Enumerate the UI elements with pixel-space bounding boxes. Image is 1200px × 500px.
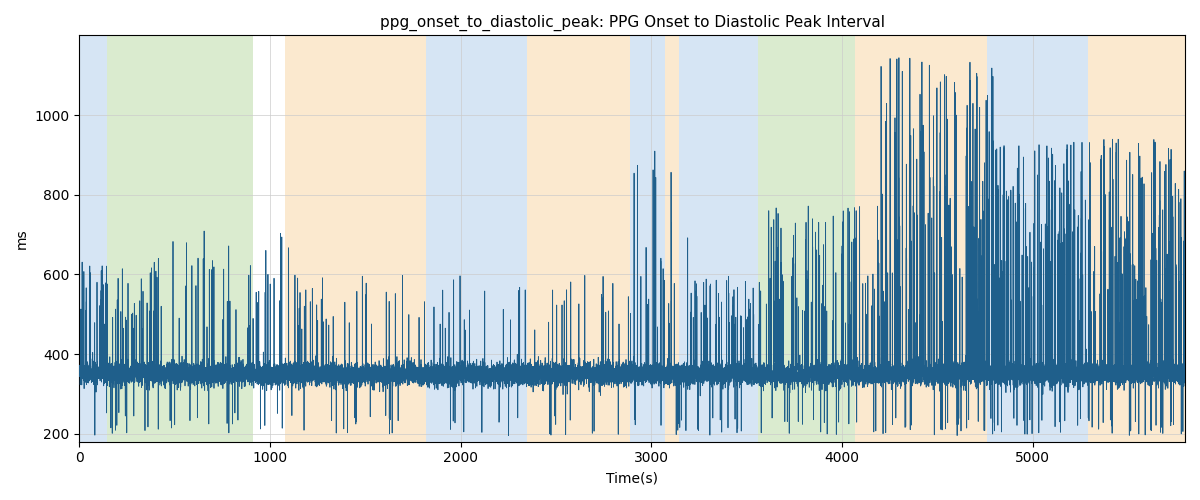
Bar [679,36,746,442]
Bar [527,36,630,442]
Bar [746,36,758,442]
Bar [1087,36,1186,442]
Bar [79,36,107,442]
Bar [856,36,986,442]
Bar [665,36,679,442]
X-axis label: Time(s): Time(s) [606,471,659,485]
Y-axis label: ms: ms [14,228,29,249]
Bar [426,36,527,442]
Bar [986,36,1087,442]
Bar [286,36,426,442]
Title: ppg_onset_to_diastolic_peak: PPG Onset to Diastolic Peak Interval: ppg_onset_to_diastolic_peak: PPG Onset t… [379,15,884,31]
Bar [630,36,665,442]
Bar [758,36,856,442]
Bar [107,36,253,442]
